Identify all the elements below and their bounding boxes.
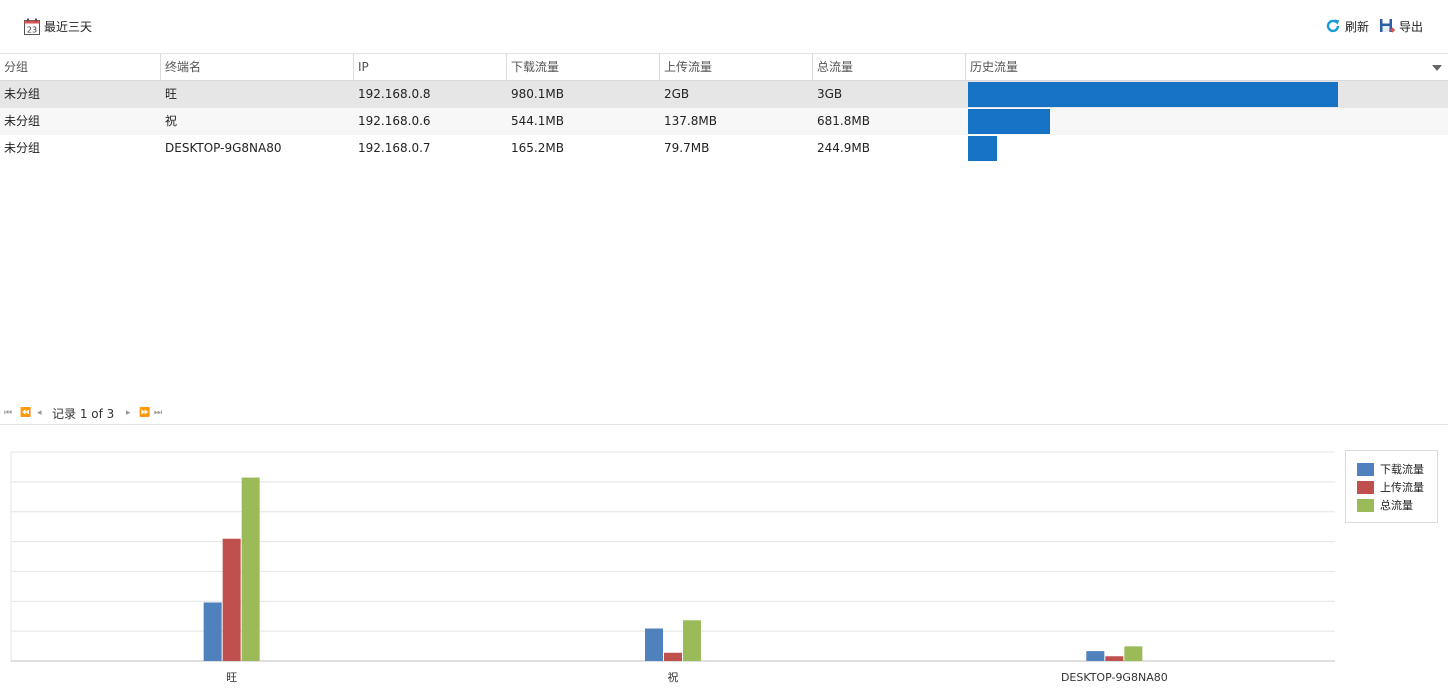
export-icon <box>1379 17 1395 35</box>
chart-bar[interactable] <box>222 538 241 661</box>
traffic-bar-chart: 旺 祝 DESKTOP-9G8NA80 <box>10 451 1335 684</box>
cell-ip: 192.168.0.6 <box>358 114 431 128</box>
grid-body: 未分组 旺 192.168.0.8 980.1MB 2GB 3GB 未分组 祝 … <box>0 81 1448 403</box>
table-row[interactable]: 未分组 旺 192.168.0.8 980.1MB 2GB 3GB <box>0 81 1448 108</box>
refresh-button[interactable]: 刷新 <box>1325 15 1369 37</box>
chart-bar[interactable] <box>683 620 701 661</box>
svg-text:23: 23 <box>27 25 37 34</box>
next-fast-icon[interactable]: ⏩ <box>139 408 150 418</box>
cell-group: 未分组 <box>4 87 41 101</box>
chart-bar[interactable] <box>1086 651 1105 661</box>
column-header-total[interactable]: 总流量 <box>812 54 965 81</box>
column-header-group[interactable]: 分组 <box>4 60 29 74</box>
cell-download: 165.2MB <box>511 141 564 155</box>
first-page-icon[interactable]: ⏮ <box>4 408 12 418</box>
legend-label-download: 下载流量 <box>1380 463 1424 476</box>
chart-bar[interactable] <box>241 477 260 661</box>
chart-x-tick-label: 祝 <box>668 670 679 684</box>
cell-group: 未分组 <box>4 141 41 155</box>
legend-swatch-total <box>1357 498 1374 512</box>
cell-total: 3GB <box>817 87 843 101</box>
toolbar: 23 最近三天 刷新 导出 <box>0 0 1448 52</box>
chart-bar[interactable] <box>1124 646 1143 661</box>
chart-legend: 下载流量 上传流量 总流量 <box>1345 450 1438 523</box>
table-row[interactable]: 未分组 DESKTOP-9G8NA80 192.168.0.7 165.2MB … <box>0 135 1448 162</box>
legend-label-total: 总流量 <box>1380 499 1413 512</box>
pager: ⏮ ⏪ ◂ 记录 1 of 3 ▸ ⏩ ⏭ <box>0 403 1448 425</box>
chart-x-labels: 旺 祝 DESKTOP-9G8NA80 <box>226 670 1168 684</box>
cell-terminal-name: DESKTOP-9G8NA80 <box>165 141 282 155</box>
export-button[interactable]: 导出 <box>1379 15 1423 37</box>
column-header-ip[interactable]: IP <box>353 54 506 81</box>
cell-upload: 137.8MB <box>664 114 717 128</box>
legend-label-upload: 上传流量 <box>1380 481 1424 494</box>
legend-swatch-download <box>1357 462 1374 476</box>
cell-terminal-name: 祝 <box>165 114 178 128</box>
export-label: 导出 <box>1399 19 1424 34</box>
cell-group: 未分组 <box>4 114 41 128</box>
pager-record-text: 记录 1 of 3 <box>52 407 115 421</box>
cell-download: 980.1MB <box>511 87 564 101</box>
column-header-terminal-name[interactable]: 终端名 <box>160 54 353 81</box>
prev-fast-icon[interactable]: ⏪ <box>20 408 31 418</box>
legend-swatch-upload <box>1357 480 1374 494</box>
history-bar <box>968 82 1338 107</box>
chart-bars <box>203 477 1143 661</box>
prev-page-icon[interactable]: ◂ <box>37 408 41 418</box>
grid-header: 分组 终端名 IP 下载流量 上传流量 总流量 历史流量 <box>0 53 1448 81</box>
cell-total: 244.9MB <box>817 141 870 155</box>
cell-ip: 192.168.0.8 <box>358 87 431 101</box>
cell-ip: 192.168.0.7 <box>358 141 431 155</box>
next-page-icon[interactable]: ▸ <box>126 408 130 418</box>
legend-item-download[interactable]: 下载流量 <box>1357 462 1424 476</box>
legend-item-total[interactable]: 总流量 <box>1357 498 1413 512</box>
cell-upload: 79.7MB <box>664 141 710 155</box>
chart-bar[interactable] <box>664 652 682 661</box>
chart-bar[interactable] <box>203 602 222 661</box>
cell-total: 681.8MB <box>817 114 870 128</box>
last-page-icon[interactable]: ⏭ <box>154 408 162 418</box>
history-bar <box>968 136 997 161</box>
column-header-download[interactable]: 下载流量 <box>506 54 659 81</box>
column-header-history[interactable]: 历史流量 <box>965 54 1448 81</box>
chart-x-tick-label: 旺 <box>226 671 237 684</box>
cell-download: 544.1MB <box>511 114 564 128</box>
legend-item-upload[interactable]: 上传流量 <box>1357 480 1424 494</box>
history-bar <box>968 109 1050 134</box>
refresh-label: 刷新 <box>1345 19 1370 34</box>
refresh-icon <box>1325 17 1341 35</box>
column-header-upload[interactable]: 上传流量 <box>659 54 812 81</box>
calendar-icon: 23 <box>24 17 40 35</box>
table-row[interactable]: 未分组 祝 192.168.0.6 544.1MB 137.8MB 681.8M… <box>0 108 1448 135</box>
chart-x-tick-label: DESKTOP-9G8NA80 <box>1061 671 1168 684</box>
date-range-button[interactable]: 23 最近三天 <box>24 15 92 37</box>
date-range-label: 最近三天 <box>44 19 93 34</box>
chart-bar[interactable] <box>645 628 663 661</box>
cell-upload: 2GB <box>664 87 690 101</box>
chart-bar[interactable] <box>1105 656 1124 661</box>
cell-terminal-name: 旺 <box>165 87 178 101</box>
column-menu-trigger-icon[interactable] <box>1432 65 1442 71</box>
